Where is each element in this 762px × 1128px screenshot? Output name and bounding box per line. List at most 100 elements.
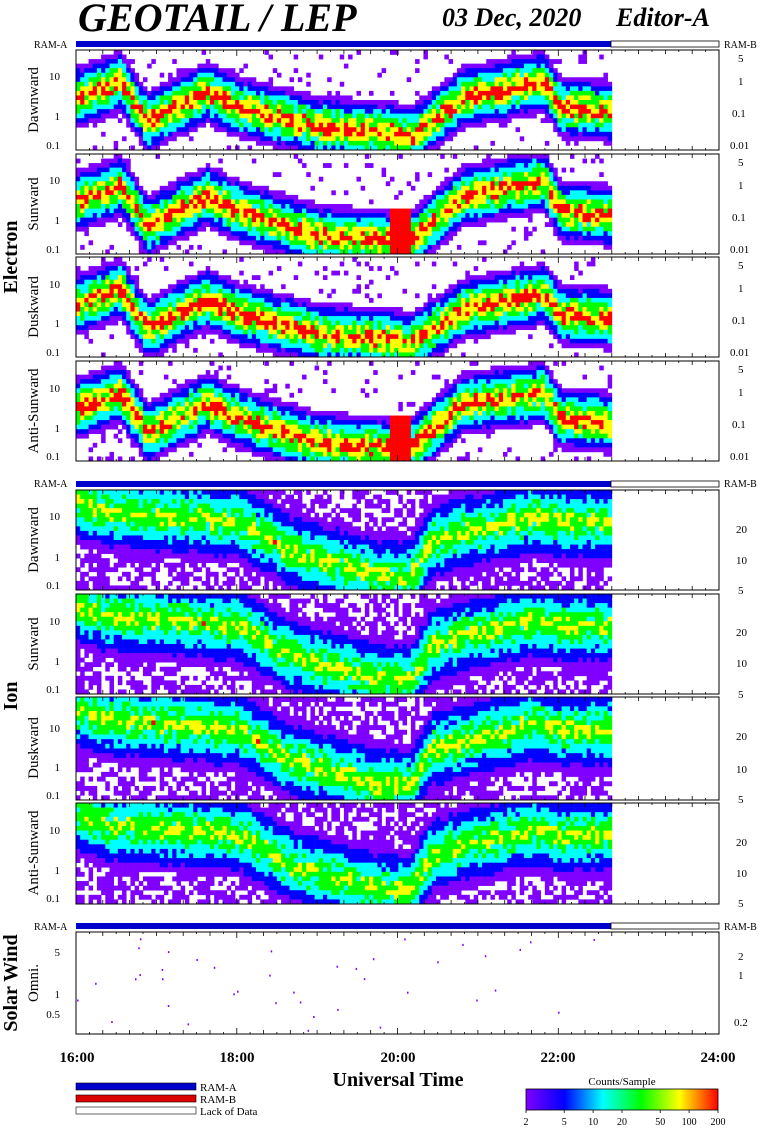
mode-bar-left-label: RAM-A <box>34 40 68 51</box>
tick-label: 1 <box>55 989 61 1001</box>
tick-label: 20 <box>736 837 748 849</box>
colorbar-tick-label: 5 <box>562 1117 567 1128</box>
tick-label: 1 <box>55 552 61 564</box>
colorbar-tick-label: 200 <box>711 1117 726 1128</box>
panel-label: Dawnward <box>26 507 42 573</box>
legend-label: RAM-B <box>200 1094 236 1106</box>
tick-label: 5 <box>738 898 744 910</box>
tick-label: 5 <box>738 157 744 169</box>
tick-label: 0.01 <box>730 244 749 256</box>
tick-label: 0.01 <box>730 451 749 463</box>
x-tick-label: 18:00 <box>220 1050 255 1066</box>
colorbar-title: Counts/Sample <box>588 1076 655 1088</box>
panel-label: Anti-Sunward <box>26 368 42 453</box>
tick-label: 1 <box>55 318 61 330</box>
tick-label: 1 <box>55 656 61 668</box>
figure-editor: Editor-A <box>615 3 710 32</box>
colorbar-tick-label: 100 <box>682 1117 697 1128</box>
mode-bar-electron: RAM-A RAM-B <box>34 40 757 51</box>
spectrogram-image <box>76 154 613 255</box>
tick-label: 10 <box>49 175 61 187</box>
panel-ion-duskward: Duskward 10 1 0.1 20 10 5 <box>26 696 748 806</box>
x-axis-title: Universal Time <box>333 1069 464 1091</box>
group-label-ion: Ion <box>0 682 22 711</box>
tick-label: 20 <box>736 731 748 743</box>
x-tick-label: 24:00 <box>701 1050 736 1066</box>
tick-label: 10 <box>49 723 61 735</box>
tick-label: 10 <box>49 71 61 83</box>
panel-electron-dawnward: Dawnward 10 1 0.1 5 1 0.1 0.01 <box>26 49 749 152</box>
mode-bar-right-label: RAM-B <box>724 40 757 51</box>
group-label-solar-wind: Solar Wind <box>0 934 22 1031</box>
mode-bar-left-label: RAM-A <box>34 479 68 490</box>
tick-label: 0.1 <box>46 451 60 463</box>
tick-label: 0.1 <box>732 419 746 431</box>
tick-label: 10 <box>49 511 61 523</box>
tick-label: 0.01 <box>730 347 749 359</box>
spectrogram-image <box>76 361 613 462</box>
tick-label: 0.1 <box>46 244 60 256</box>
mode-bar-ion: RAM-A RAM-B <box>34 479 757 490</box>
colorbar-ticks: 2 5 10 20 50 100 200 <box>524 1110 726 1128</box>
tick-label: 5 <box>55 947 61 959</box>
tick-label: 5 <box>738 585 744 597</box>
spectrogram-image <box>76 490 613 591</box>
tick-label: 1 <box>738 76 744 88</box>
panel-label: Duskward <box>26 276 42 338</box>
tick-label: 20 <box>736 524 748 536</box>
legend-swatch-ram-b <box>75 1094 197 1103</box>
tick-label: 10 <box>49 279 61 291</box>
tick-label: 10 <box>49 825 61 837</box>
tick-label: 1 <box>55 215 61 227</box>
tick-label: 10 <box>736 868 748 880</box>
legend-label: Lack of Data <box>200 1106 258 1118</box>
tick-label: 1 <box>55 423 61 435</box>
tick-label: 10 <box>736 764 748 776</box>
tick-label: 0.1 <box>732 315 746 327</box>
sparse-counts-image <box>77 938 595 1032</box>
mode-bar-left-label: RAM-A <box>34 922 68 933</box>
tick-label: 5 <box>738 689 744 701</box>
panel-electron-duskward: Duskward 10 1 0.1 5 1 0.1 0.01 <box>26 256 749 359</box>
panel-label: Duskward <box>26 717 42 779</box>
legend-label: RAM-A <box>200 1082 237 1094</box>
time-ticks <box>75 50 720 1034</box>
tick-label: 0.01 <box>730 140 749 152</box>
x-tick-label: 16:00 <box>60 1050 95 1066</box>
tick-label: 10 <box>736 658 748 670</box>
panel-ion-dawnward: Dawnward 10 1 0.1 20 10 5 <box>26 489 748 597</box>
tick-label: 1 <box>55 111 61 123</box>
colorbar-tick-label: 2 <box>524 1117 529 1128</box>
spectrogram-image <box>76 697 613 801</box>
tick-label: 10 <box>49 616 61 628</box>
x-tick-label: 20:00 <box>381 1050 416 1066</box>
panel-ion-sunward: Sunward 10 1 0.1 20 10 5 <box>26 593 748 701</box>
tick-label: 10 <box>49 383 61 395</box>
panel-label: Sunward <box>26 617 42 671</box>
figure-title: GEOTAIL / LEP <box>78 0 357 40</box>
tick-label: 0.1 <box>46 684 60 696</box>
tick-label: 1 <box>55 762 61 774</box>
tick-label: 1 <box>738 180 744 192</box>
tick-label: 0.1 <box>46 893 60 905</box>
panel-label: Dawnward <box>26 67 42 133</box>
x-tick-label: 22:00 <box>541 1050 576 1066</box>
tick-label: 0.1 <box>46 347 60 359</box>
tick-label: 5 <box>738 794 744 806</box>
colorbar-tick-label: 10 <box>588 1117 598 1128</box>
tick-label: 0.2 <box>734 1017 748 1029</box>
tick-label: 2 <box>738 951 744 963</box>
tick-label: 5 <box>738 260 744 272</box>
group-label-electron: Electron <box>0 221 22 294</box>
panel-ion-anti-sunward: Anti-Sunward 10 1 0.1 20 10 5 <box>26 802 748 910</box>
tick-label: 20 <box>736 627 748 639</box>
tick-label: 1 <box>738 387 744 399</box>
panel-label: Sunward <box>26 177 42 231</box>
colorbar-tick-label: 50 <box>655 1117 665 1128</box>
legend-swatch-lack-of-data <box>75 1106 197 1115</box>
panel-label: Anti-Sunward <box>26 810 42 895</box>
panel-solar-wind-omni: Omni. 5 1 0.5 2 1 0.2 <box>26 931 748 1035</box>
tick-label: 0.1 <box>46 140 60 152</box>
legend-swatch-ram-a <box>75 1082 197 1091</box>
